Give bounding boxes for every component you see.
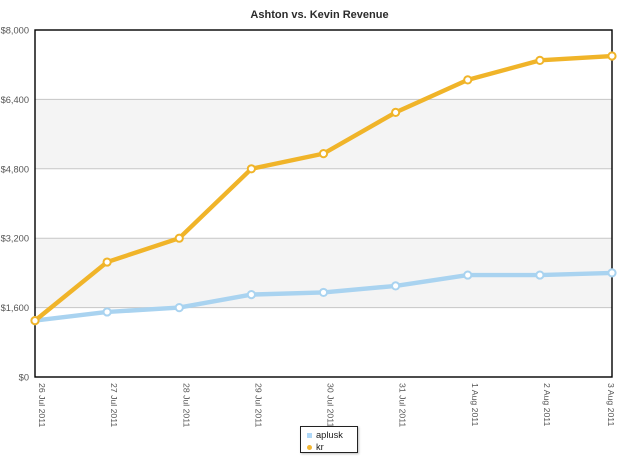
svg-text:31 Jul 2011: 31 Jul 2011 bbox=[398, 383, 408, 427]
svg-text:27 Jul 2011: 27 Jul 2011 bbox=[109, 383, 119, 427]
svg-text:30 Jul 2011: 30 Jul 2011 bbox=[326, 383, 336, 427]
svg-text:$0: $0 bbox=[19, 373, 29, 383]
svg-text:$3,200: $3,200 bbox=[1, 234, 29, 244]
svg-text:3 Aug 2011: 3 Aug 2011 bbox=[606, 383, 616, 426]
svg-text:29 Jul 2011: 29 Jul 2011 bbox=[253, 383, 263, 427]
svg-text:1 Aug 2011: 1 Aug 2011 bbox=[470, 383, 480, 426]
svg-text:$6,400: $6,400 bbox=[1, 95, 29, 105]
svg-text:28 Jul 2011: 28 Jul 2011 bbox=[181, 383, 191, 427]
svg-text:2 Aug 2011: 2 Aug 2011 bbox=[542, 383, 552, 426]
svg-text:$1,600: $1,600 bbox=[1, 303, 29, 313]
svg-text:$8,000: $8,000 bbox=[1, 26, 29, 36]
svg-text:$4,800: $4,800 bbox=[1, 164, 29, 174]
svg-text:26 Jul 2011: 26 Jul 2011 bbox=[37, 383, 47, 427]
